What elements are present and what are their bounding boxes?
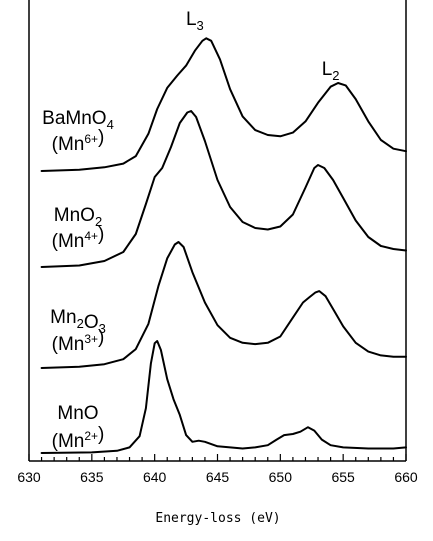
peak-label-l2: L2: [322, 59, 340, 83]
x-tick-label: 635: [80, 469, 104, 485]
spectrum-series: BaMnO4(Mn6+) MnO2(Mn4+) Mn2O3(Mn3+) MnO(Mn2…: [40, 37, 407, 454]
series-oxidation-label-4: (Mn2+): [52, 424, 105, 452]
series-label-4: MnO: [57, 403, 98, 424]
x-axis-ticks: [28, 454, 407, 461]
x-axis-tick-labels: 630 635 640 645 650 655 660: [17, 469, 418, 485]
spectrum-line-2: [40, 110, 407, 268]
series-label-2: MnO2: [54, 205, 102, 229]
peak-labels: L3 L2: [186, 9, 340, 83]
peak-label-l3: L3: [186, 9, 204, 33]
x-tick-label: 645: [206, 469, 230, 485]
x-axis-title: Energy-loss (eV): [155, 511, 280, 526]
x-tick-label: 660: [394, 469, 418, 485]
series-oxidation-label-1: (Mn6+): [52, 127, 105, 155]
series-label-3: Mn2O3: [50, 307, 106, 336]
series-oxidation-label-2: (Mn4+): [52, 224, 105, 252]
spectrum-line-1: [40, 37, 407, 172]
series-label-1: BaMnO4: [42, 108, 114, 132]
spectrum-line-3: [40, 241, 407, 369]
series-oxidation-label-3: (Mn3+): [52, 327, 105, 355]
x-tick-label: 630: [17, 469, 41, 485]
spectrum-line-4: [40, 340, 407, 454]
x-tick-label: 655: [331, 469, 355, 485]
x-tick-label: 650: [269, 469, 293, 485]
x-tick-label: 640: [143, 469, 167, 485]
